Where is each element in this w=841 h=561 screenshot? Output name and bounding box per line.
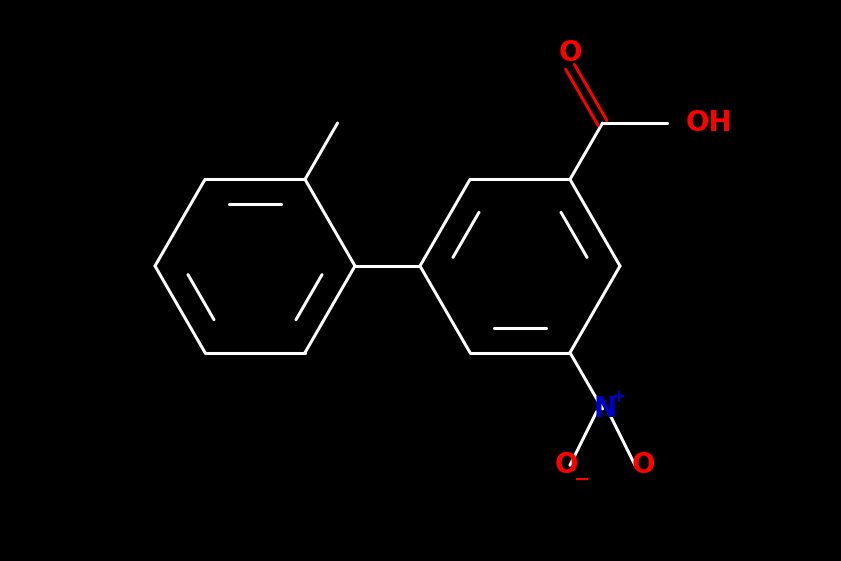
Text: N: N — [594, 395, 617, 423]
Text: +: + — [611, 388, 626, 406]
Text: O: O — [632, 451, 655, 479]
Text: O: O — [558, 39, 582, 67]
Text: −: − — [574, 470, 590, 489]
Text: O: O — [554, 451, 578, 479]
Text: OH: OH — [685, 109, 733, 137]
